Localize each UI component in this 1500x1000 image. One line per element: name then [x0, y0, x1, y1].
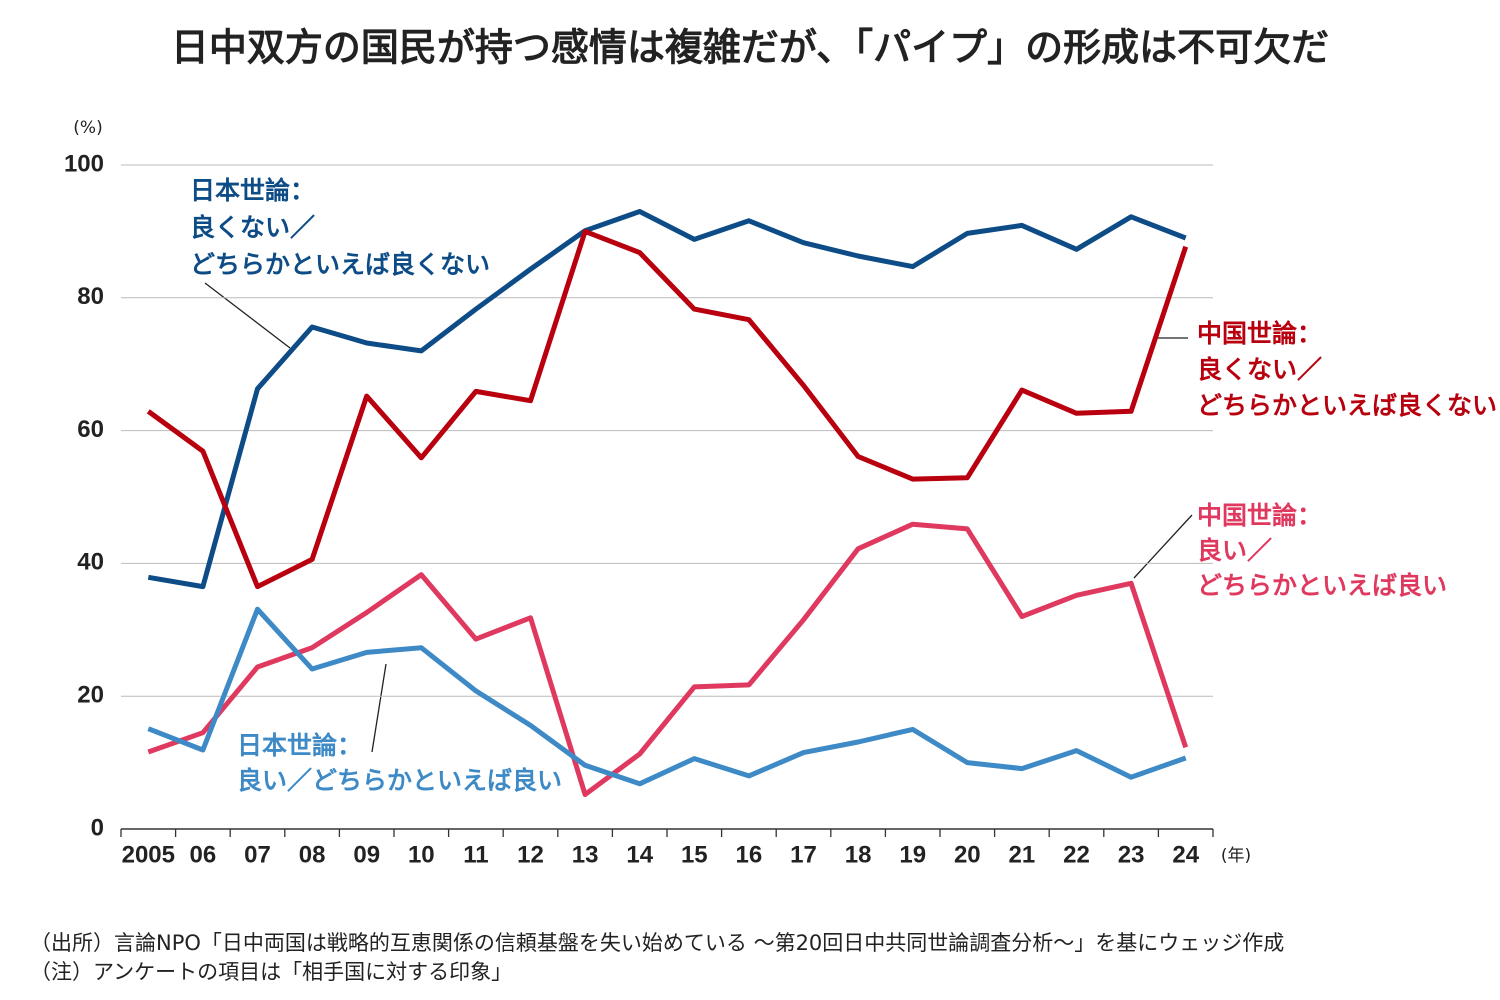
series-label: 良い／どちらかといえば良い — [237, 766, 562, 795]
series-line — [147, 521, 1189, 797]
x-tick-label: 2005 — [122, 841, 175, 868]
chart-title: 日中双方の国民が持つ感情は複雑だが、「パイプ」の形成は不可欠だ — [171, 26, 1329, 70]
series-label: 中国世論： — [1197, 501, 1322, 530]
y-tick-label: 80 — [77, 283, 104, 310]
series-label: どちらかといえば良くない — [190, 250, 490, 279]
x-tick-label: 23 — [1118, 841, 1145, 868]
y-tick-label: 0 — [91, 814, 104, 841]
series-line — [147, 209, 1187, 590]
y-tick-label: 20 — [77, 682, 104, 709]
x-tick-label: 15 — [681, 841, 708, 868]
leader-line — [1133, 514, 1193, 579]
y-tick-label: 100 — [64, 150, 104, 177]
leader-lines — [204, 282, 1193, 753]
leader-line — [204, 282, 291, 349]
x-tick-label: 19 — [899, 841, 926, 868]
x-tick-label: 16 — [736, 841, 763, 868]
series-label: 良くない／ — [190, 213, 315, 242]
series-line — [147, 606, 1187, 787]
series-label: どちらかといえば良くない — [1197, 391, 1497, 420]
series-label: 日本世論： — [190, 176, 315, 205]
x-tick-label: 20 — [954, 841, 981, 868]
x-tick-label: 22 — [1063, 841, 1090, 868]
x-tick-label: 10 — [408, 841, 435, 868]
x-unit: (年) — [1221, 846, 1251, 866]
x-tick-label: 18 — [845, 841, 872, 868]
y-tick-label: 40 — [77, 549, 104, 576]
series-label: どちらかといえば良い — [1197, 571, 1447, 600]
x-tick-label: 07 — [244, 841, 271, 868]
y-unit: (%) — [73, 118, 102, 138]
x-tick-label: 12 — [517, 841, 544, 868]
series-label: 日本世論： — [237, 731, 362, 760]
x-tick-label: 06 — [190, 841, 217, 868]
x-tick-label: 13 — [572, 841, 599, 868]
x-tick-label: 09 — [353, 841, 380, 868]
x-tick-label: 14 — [626, 841, 653, 868]
note: （注）アンケートの項目は「相手国に対する印象」 — [30, 960, 512, 984]
series-label: 中国世論： — [1197, 319, 1322, 348]
source-note: （出所）言論NPO「日中両国は戦略的互恵関係の信頼基盤を失い始めている 〜第20… — [30, 931, 1284, 955]
series-label: 良い／ — [1197, 536, 1272, 565]
x-tick-label: 17 — [790, 841, 817, 868]
series-label: 良くない／ — [1197, 355, 1322, 384]
x-tick-label: 08 — [299, 841, 326, 868]
series-line — [146, 228, 1189, 590]
y-tick-label: 60 — [77, 416, 104, 443]
x-tick-label: 21 — [1009, 841, 1036, 868]
leader-line — [371, 663, 387, 753]
x-tick-label: 11 — [463, 841, 488, 868]
x-tick-label: 24 — [1172, 841, 1199, 868]
